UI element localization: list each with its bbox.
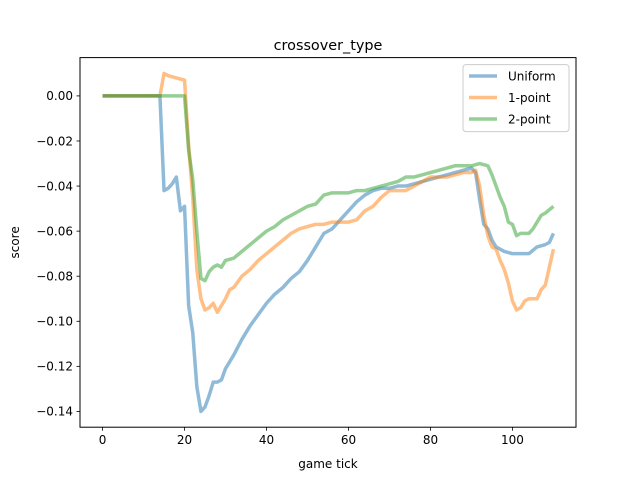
series-line-uniform: [102, 94, 556, 414]
legend: Uniform 1-point 2-point: [462, 64, 570, 133]
series-line-2-point: [102, 94, 555, 283]
y-axis-label: score: [8, 226, 22, 258]
series-line-1-point: [102, 71, 556, 315]
chart-title: crossover_type: [274, 38, 383, 54]
y-tick-label: −0.14: [36, 405, 73, 419]
legend-label: 2-point: [508, 112, 551, 126]
x-axis-label: game tick: [298, 457, 357, 471]
y-tick-label: −0.10: [36, 315, 73, 329]
plot-lines: [102, 71, 556, 414]
y-tick-label: −0.02: [36, 134, 73, 148]
x-tick-label: 80: [423, 433, 438, 447]
y-tick-label: −0.06: [36, 224, 73, 238]
y-tick-label: −0.04: [36, 179, 73, 193]
axes-frame: [79, 57, 577, 428]
legend-frame: [462, 64, 570, 133]
y-tick-label: −0.12: [36, 360, 73, 374]
x-tick-label: 60: [341, 433, 356, 447]
y-axis-ticks: 0.00 −0.02 −0.04 −0.06 −0.08 −0.10 −0.12 −0.14: [36, 89, 80, 419]
x-tick-label: 100: [501, 433, 524, 447]
y-tick-label: −0.08: [36, 270, 73, 284]
legend-label: 1-point: [508, 91, 551, 105]
x-tick-label: 20: [177, 433, 192, 447]
x-tick-label: 40: [259, 433, 274, 447]
legend-label: Uniform: [508, 69, 556, 83]
x-tick-label: 0: [99, 433, 107, 447]
y-tick-label: 0.00: [46, 89, 73, 103]
x-axis-ticks: 0 20 40 60 80 100: [99, 427, 524, 447]
